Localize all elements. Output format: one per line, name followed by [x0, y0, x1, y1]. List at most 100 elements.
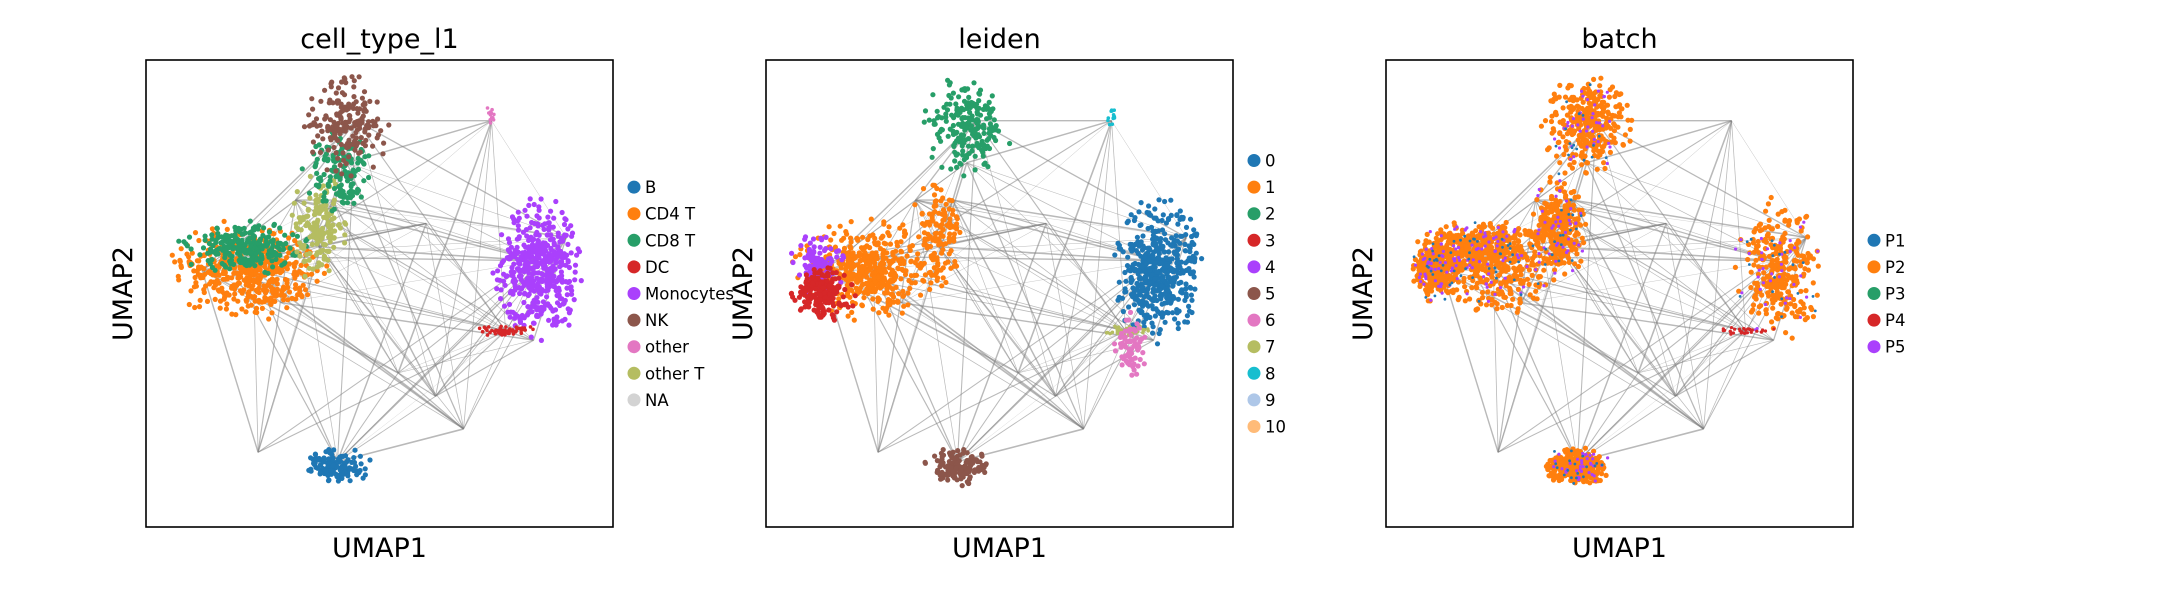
legend-marker	[1247, 420, 1261, 433]
paga-edge	[295, 199, 534, 341]
point-leiden-1	[828, 237, 834, 243]
point-cd8-t	[233, 228, 239, 234]
point-leiden-0	[1131, 302, 1138, 308]
point-leiden-4	[810, 236, 817, 242]
point-other-t	[331, 235, 337, 241]
point-leiden-1	[861, 295, 867, 301]
point-batch-p2	[1575, 263, 1582, 270]
point-leiden-2	[954, 164, 960, 170]
point-monocytes	[501, 303, 508, 309]
point-cd8-t	[282, 232, 288, 238]
point-leiden-1	[949, 198, 955, 204]
point-cd4-t	[229, 275, 235, 281]
point-leiden-1	[864, 243, 870, 249]
point-leiden-0	[1189, 309, 1195, 316]
point-cd8-t	[327, 174, 333, 180]
point-leiden-3	[809, 274, 815, 281]
point-leiden-2	[939, 164, 945, 170]
point-other-t	[297, 240, 303, 246]
point-batch-p2	[1503, 283, 1509, 289]
point-nk	[353, 135, 359, 141]
point-monocytes	[553, 198, 559, 205]
point-cd8-t	[283, 240, 289, 247]
paga-edge	[957, 330, 1126, 462]
point-leiden-2	[972, 167, 978, 173]
point-other-t	[314, 222, 320, 229]
point-monocytes	[538, 196, 544, 202]
point-other-t	[301, 258, 307, 264]
point-monocytes	[521, 299, 527, 306]
point-leiden-2	[979, 138, 985, 144]
point-leiden-3	[832, 276, 839, 282]
legend-item: other	[627, 338, 689, 357]
point-leiden-2	[934, 108, 940, 114]
point-leiden-1	[919, 210, 925, 216]
x-axis-label: UMAP1	[332, 533, 427, 564]
legend-marker	[1247, 287, 1261, 300]
paga-edge	[355, 120, 567, 239]
point-monocytes	[569, 291, 575, 297]
point-monocytes	[540, 261, 546, 267]
point-leiden-6	[1124, 339, 1130, 345]
point-cd4-t	[201, 289, 207, 296]
point-other-t	[314, 264, 320, 270]
point-leiden-4	[815, 255, 821, 261]
point-cd4-t	[246, 289, 252, 295]
point-leiden-8	[1111, 113, 1116, 117]
point-leiden-0	[1189, 239, 1195, 245]
point-leiden-1	[891, 299, 897, 305]
point-leiden-2	[991, 117, 997, 123]
legend-marker	[1247, 260, 1261, 274]
point-leiden-6	[1127, 309, 1134, 315]
point-nk	[325, 147, 331, 153]
point-leiden-1	[889, 291, 896, 297]
legend-label: NK	[645, 311, 669, 330]
point-nk	[314, 123, 320, 129]
point-leiden-1	[866, 258, 873, 264]
point-cd8-t	[202, 237, 208, 243]
point-other-t	[306, 257, 312, 263]
paga-edge	[337, 372, 399, 462]
point-monocytes	[568, 223, 574, 229]
point-monocytes	[559, 262, 566, 268]
point-dc	[496, 328, 500, 333]
point-leiden-3	[841, 272, 847, 278]
point-monocytes	[552, 266, 558, 272]
point-dc	[485, 333, 490, 337]
point-dc	[492, 329, 497, 334]
paga-edge	[1521, 302, 1639, 374]
point-cd4-t	[232, 291, 238, 297]
point-cd8-t	[355, 160, 361, 166]
point-nk	[362, 100, 368, 106]
point-monocytes	[512, 247, 518, 254]
point-cd8-t	[322, 190, 328, 196]
paga-edge	[1637, 372, 1704, 430]
point-leiden-0	[1155, 254, 1162, 261]
point-cd8-t	[273, 252, 280, 258]
point-cd8-t	[248, 243, 254, 249]
point-cd8-t	[197, 252, 203, 258]
legend-marker	[627, 366, 641, 380]
point-other-t	[293, 221, 299, 227]
point-monocytes	[576, 249, 583, 255]
legend-label: 8	[1265, 364, 1276, 383]
point-cd8-t	[242, 256, 248, 262]
paga-edge	[1017, 372, 1084, 430]
point-cd4-t	[255, 275, 261, 281]
point-cd4-t	[259, 305, 265, 311]
point-monocytes	[530, 320, 537, 326]
point-leiden-5	[977, 459, 983, 465]
point-other	[490, 107, 494, 112]
point-leiden-0	[1184, 319, 1191, 325]
point-cd8-t	[261, 225, 267, 231]
point-monocytes	[528, 334, 534, 340]
point-monocytes	[529, 259, 535, 265]
point-leiden-0	[1183, 294, 1189, 300]
point-cd8-t	[343, 171, 349, 177]
point-leiden-0	[1130, 285, 1136, 291]
point-cd4-t	[192, 230, 199, 236]
point-leiden-3	[842, 286, 848, 293]
point-leiden-4	[833, 248, 840, 255]
point-monocytes	[511, 220, 517, 226]
